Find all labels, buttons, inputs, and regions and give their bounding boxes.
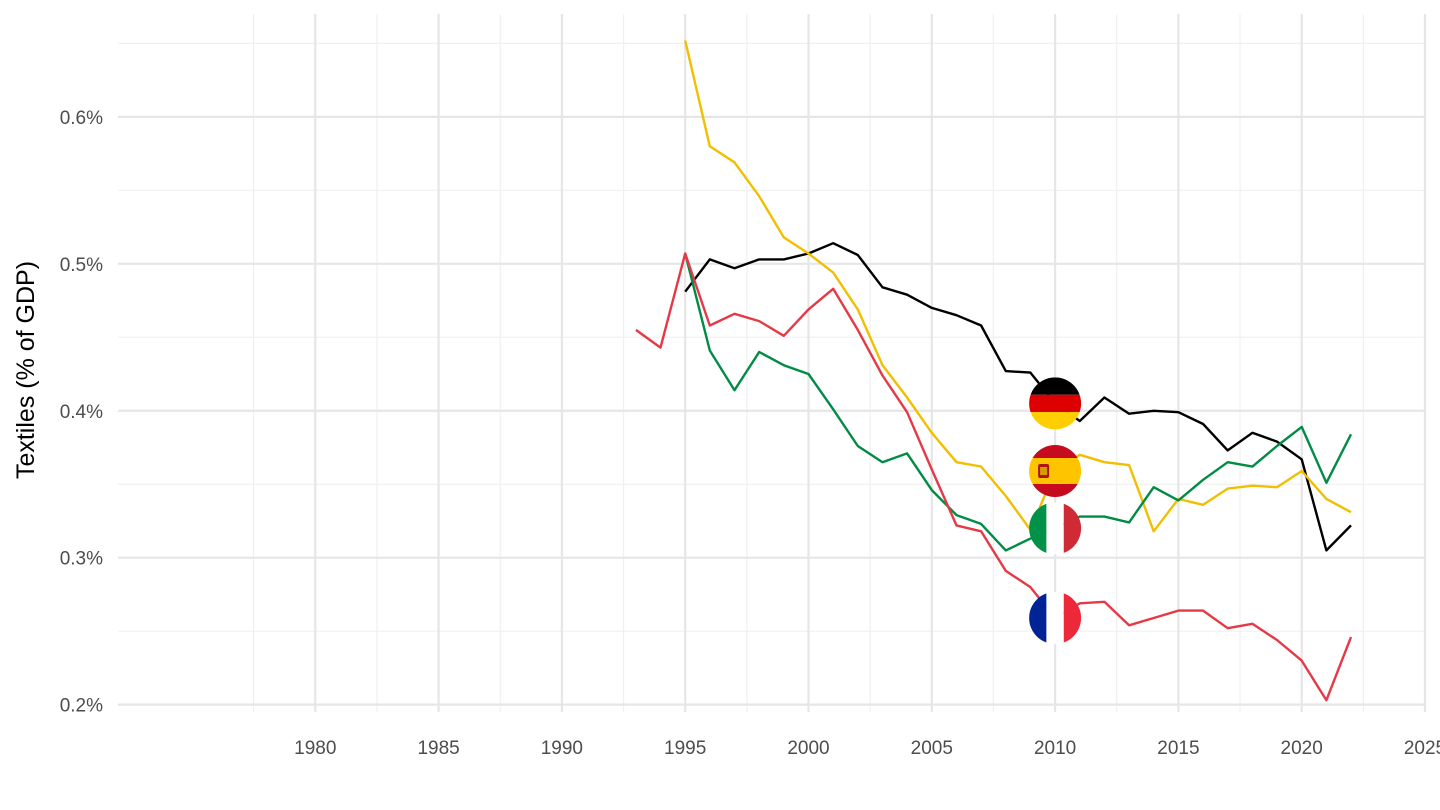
y-tick-label: 0.3% xyxy=(60,549,103,570)
x-tick-label: 2020 xyxy=(1281,738,1323,759)
y-tick-label: 0.5% xyxy=(60,255,103,276)
x-tick-label: 2025 xyxy=(1404,738,1440,759)
x-tick-label: 2000 xyxy=(787,738,829,759)
series-line-germany xyxy=(684,241,1352,552)
y-tick-label: 0.6% xyxy=(60,108,103,129)
italy-flag-icon xyxy=(1029,502,1082,555)
x-tick-label: 2010 xyxy=(1034,738,1076,759)
series-lines xyxy=(635,40,1353,702)
x-tick-label: 2005 xyxy=(911,738,953,759)
grid xyxy=(118,14,1427,712)
y-axis-title: Textiles (% of GDP) xyxy=(12,261,40,479)
x-tick-label: 1985 xyxy=(417,738,459,759)
x-tick-label: 1995 xyxy=(664,738,706,759)
germany-flag-icon xyxy=(1029,377,1082,430)
france-flag-icon xyxy=(1029,591,1082,644)
series-line-france xyxy=(635,252,1353,702)
x-tick-label: 1990 xyxy=(541,738,583,759)
flag-markers xyxy=(1029,377,1082,644)
y-tick-label: 0.4% xyxy=(60,402,103,423)
y-axis-ticks: 0.2% 0.3% 0.4% 0.5% 0.6% xyxy=(60,108,103,717)
series-line-italy xyxy=(684,253,1353,552)
x-axis-ticks: 1980 1985 1990 1995 2000 2005 2010 2015 2020 2025 xyxy=(294,738,1440,759)
y-tick-label: 0.2% xyxy=(60,696,103,717)
spain-flag-icon xyxy=(1029,445,1082,498)
x-tick-label: 2015 xyxy=(1157,738,1199,759)
series-line-spain xyxy=(684,40,1352,533)
x-tick-label: 1980 xyxy=(294,738,336,759)
